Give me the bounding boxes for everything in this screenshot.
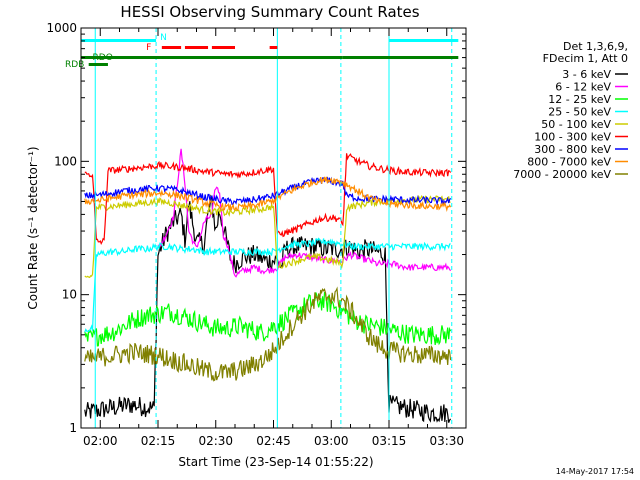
y-tick-label-2: 100: [54, 154, 77, 168]
legend-entry-6: 300 - 800 keV: [534, 143, 611, 156]
x-tick-label-3: 02:45: [256, 434, 291, 448]
x-tick-label-4: 03:00: [314, 434, 349, 448]
series-line-6: [84, 176, 452, 207]
legend-header-1: FDecim 1, Att 0: [543, 52, 628, 65]
y-tick-label-0: 1: [69, 421, 77, 435]
chart-title: HESSI Observing Summary Count Rates: [120, 3, 419, 21]
x-tick-label-5: 03:15: [372, 434, 407, 448]
flag-rdo-segment-0: [81, 56, 278, 59]
legend-entry-2: 12 - 25 keV: [548, 93, 611, 106]
series-layer: [84, 148, 452, 423]
flag-bars: NF RDO RDB: [65, 33, 459, 70]
legend-entry-3: 25 - 50 keV: [548, 106, 611, 119]
series-line-1: [157, 148, 452, 278]
y-tick-label-3: 1000: [46, 21, 77, 35]
marker-lines: [94, 28, 453, 428]
flag-n-segment-0: [81, 39, 157, 42]
x-tick-label-1: 02:15: [141, 434, 176, 448]
y-axis: 1 10 100 1000: [46, 21, 466, 435]
series-line-8: [84, 286, 452, 382]
legend-entry-8: 7000 - 20000 keV: [513, 168, 611, 181]
series-line-3: [84, 237, 451, 333]
timestamp: 14-May-2017 17:54: [556, 467, 634, 476]
series-line-0: [84, 194, 452, 423]
series-line-2: [84, 291, 452, 347]
x-axis: 02:00 02:15 02:30 02:45 03:00 03:15 03:30: [83, 28, 467, 448]
legend-entry-7: 800 - 7000 keV: [527, 156, 611, 169]
x-tick-label-0: 02:00: [83, 434, 118, 448]
x-tick-label-2: 02:30: [198, 434, 233, 448]
flag-f-segment-1: [184, 46, 209, 49]
y-axis-label: Count Rate (s⁻¹ detector⁻¹): [26, 146, 40, 309]
flag-rdo-segment-2: [342, 56, 459, 59]
flag-f-segment-3: [269, 46, 278, 49]
x-tick-label-6: 03:30: [429, 434, 464, 448]
plot-frame: [80, 27, 467, 429]
y-tick-label-1: 10: [62, 288, 77, 302]
flag-label-f: F: [146, 43, 151, 53]
legend-entry-1: 6 - 12 keV: [555, 81, 611, 94]
flag-f-segment-0: [161, 46, 182, 49]
flag-rdb-segment-0: [88, 63, 108, 66]
flag-label-n: N: [160, 33, 167, 43]
legend-entry-0: 3 - 6 keV: [562, 68, 611, 81]
series-line-7: [84, 176, 452, 212]
flag-label-rdo: RDO: [93, 53, 113, 63]
flag-f-segment-2: [211, 46, 235, 49]
x-axis-label: Start Time (23-Sep-14 01:55:22): [178, 455, 373, 469]
legend-header-0: Det 1,3,6,9,: [563, 40, 628, 53]
series-line-5: [84, 153, 452, 245]
legend-entry-5: 100 - 300 keV: [534, 131, 611, 144]
flag-n-segment-1: [389, 39, 459, 42]
flag-rdo-segment-1: [277, 56, 343, 59]
legend-entry-4: 50 - 100 keV: [541, 118, 611, 131]
flag-label-rdb: RDB: [65, 60, 84, 70]
